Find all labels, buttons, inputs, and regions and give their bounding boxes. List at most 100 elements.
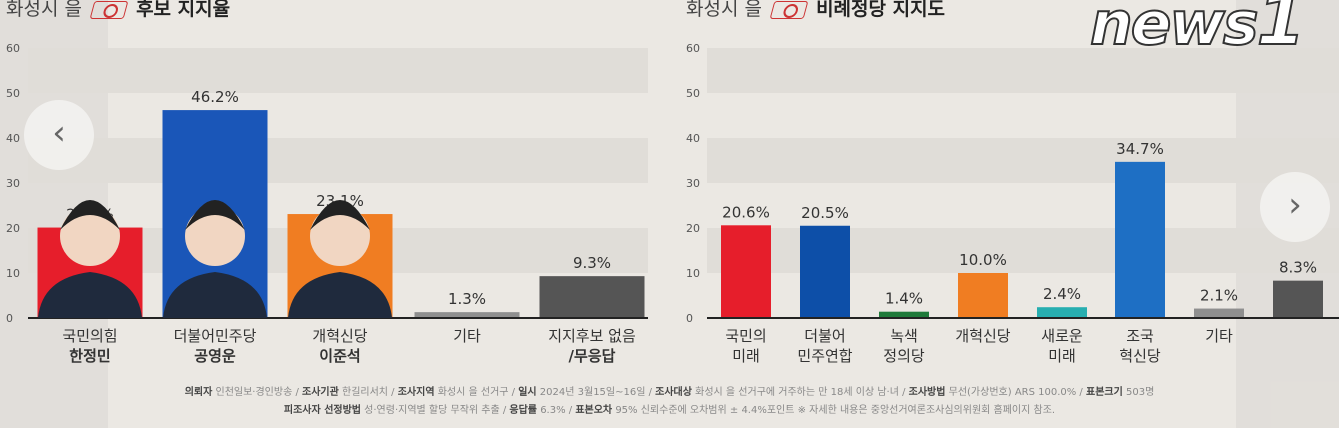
footer-value: 6.3% / (537, 405, 576, 416)
footer-value: 성·연령·지역별 할당 무작위 추출 / (361, 405, 510, 416)
category-label-line2: /무응답 (568, 347, 616, 365)
footer-key: 응답률 (509, 405, 538, 416)
bar-value-label: 10.0% (959, 251, 1007, 269)
category-label-line2: 미래 (732, 347, 760, 365)
title-main: 비례정당 지지도 (816, 0, 946, 20)
category-label: 지지후보 없음/무응답 (548, 326, 636, 366)
bar (1194, 308, 1244, 318)
candidate-suit (288, 272, 392, 318)
y-tick-label: 60 (6, 42, 20, 55)
bar (1115, 161, 1165, 318)
category-label-line2: 이준석 (319, 347, 361, 365)
prev-button[interactable]: ‹ (24, 100, 94, 170)
y-tick-label: 20 (6, 222, 20, 235)
footer-line-2: 피조사자 선정방법 성·연령·지역별 할당 무작위 추출 / 응답률 6.3% … (0, 404, 1339, 418)
bar-value-label: 34.7% (1116, 140, 1164, 158)
category-label-line1: 개혁신당 (312, 327, 368, 345)
category-label: 기타 (453, 326, 481, 346)
category-label-line1: 조국 (1126, 327, 1154, 345)
category-label-line1: 녹색 (890, 327, 918, 345)
candidate-photo (310, 206, 370, 266)
footer-line-1: 의뢰자 인천일보·경인방송 / 조사기관 한길리서치 / 조사지역 화성시 을 … (0, 386, 1339, 400)
bar (539, 276, 645, 318)
y-tick-label: 50 (686, 87, 700, 100)
y-tick-label: 40 (6, 132, 20, 145)
candidate-photo (60, 206, 120, 266)
category-label-line1: 더불어민주당 (173, 327, 257, 345)
category-label-line2: 공영운 (194, 347, 236, 365)
category-label-line1: 지지후보 없음 (548, 327, 636, 345)
footer-key: 표본오차 (575, 405, 613, 416)
bar (1273, 280, 1323, 318)
category-label-line1: 더불어 (804, 327, 846, 345)
bar (721, 225, 771, 318)
bar-value-label: 20.5% (801, 204, 849, 222)
footer-value: 무선(가상번호) ARS 100.0% / (945, 387, 1086, 398)
candidate-hair (185, 200, 245, 230)
footer-value: 한길리서치 / (338, 387, 398, 398)
bar (414, 312, 520, 318)
y-tick-label: 40 (686, 132, 700, 145)
y-tick-label: 30 (6, 177, 20, 190)
bar-value-label: 1.3% (448, 290, 486, 308)
right-chart-title: 화성시 을 비례정당 지지도 (686, 0, 945, 21)
footer-value: 화성시 을 선거구 / (434, 387, 519, 398)
grid-band (28, 138, 648, 183)
category-label-line2: 미래 (1048, 347, 1076, 365)
y-tick-label: 0 (686, 312, 693, 325)
candidate-suit (38, 272, 142, 318)
y-tick-label: 30 (686, 177, 700, 190)
footer-value: 95% 신뢰수준에 오차범위 ± 4.4%포인트 ※ 자세한 내용은 중앙선거여… (612, 405, 1056, 416)
title-prefix: 화성시 을 (686, 0, 762, 20)
bar-value-label: 8.3% (1279, 259, 1317, 277)
category-label-line2: 정의당 (883, 347, 925, 365)
bar (958, 273, 1008, 318)
bar-value-label: 20.6% (722, 203, 770, 221)
category-label-line1: 기타 (453, 327, 481, 345)
candidate-hair (310, 200, 370, 230)
category-label-line1: 개혁신당 (955, 327, 1011, 345)
category-label: 조국 혁신당 (1119, 326, 1160, 366)
category-label-line2: 민주연합 (797, 347, 853, 365)
category-label-line1: 새로운 (1041, 327, 1083, 345)
footer-key: 조사기관 (302, 387, 339, 398)
candidate-photo (185, 206, 245, 266)
title-main: 후보 지지율 (136, 0, 231, 20)
bar (1037, 307, 1087, 318)
footer-key: 의뢰자 (184, 387, 213, 398)
footer-value: 503명 (1122, 387, 1155, 398)
category-label-line1: 기타 (1205, 327, 1233, 345)
category-label-line1: 국민의 (725, 327, 767, 345)
footer-key: 조사대상 (655, 387, 692, 398)
footer-value: 화성시 을 선거구에 거주하는 만 18세 이상 남·녀 / (691, 387, 909, 398)
y-tick-label: 0 (6, 312, 13, 325)
bar-value-label: 1.4% (885, 290, 923, 308)
category-label: 개혁신당 (955, 326, 1010, 346)
category-label-line2: 한정민 (69, 347, 111, 365)
footer-key: 표본크기 (1086, 387, 1123, 398)
bar-value-label: 9.3% (573, 254, 611, 272)
next-button[interactable]: › (1260, 172, 1330, 242)
footer-key: 조사방법 (908, 387, 946, 398)
news1-watermark-logo: news1 (1089, 0, 1306, 61)
grid-band (707, 48, 1339, 93)
y-tick-label: 10 (6, 267, 20, 280)
grid-band (28, 48, 648, 93)
y-tick-label: 50 (6, 87, 20, 100)
footer-value: 인천일보·경인방송 / (212, 387, 303, 398)
category-label-line1: 국민의힘 (62, 327, 118, 345)
y-tick-label: 20 (686, 222, 700, 235)
footer-value: 2024년 3월15일~16일 / (536, 387, 656, 398)
grid-band (707, 138, 1339, 183)
bar-value-label: 2.4% (1043, 285, 1081, 303)
y-tick-label: 10 (686, 267, 700, 280)
left-chart-title: 화성시 을 후보 지지율 (6, 0, 230, 21)
candidate-suit (163, 272, 267, 318)
bar (879, 311, 929, 318)
